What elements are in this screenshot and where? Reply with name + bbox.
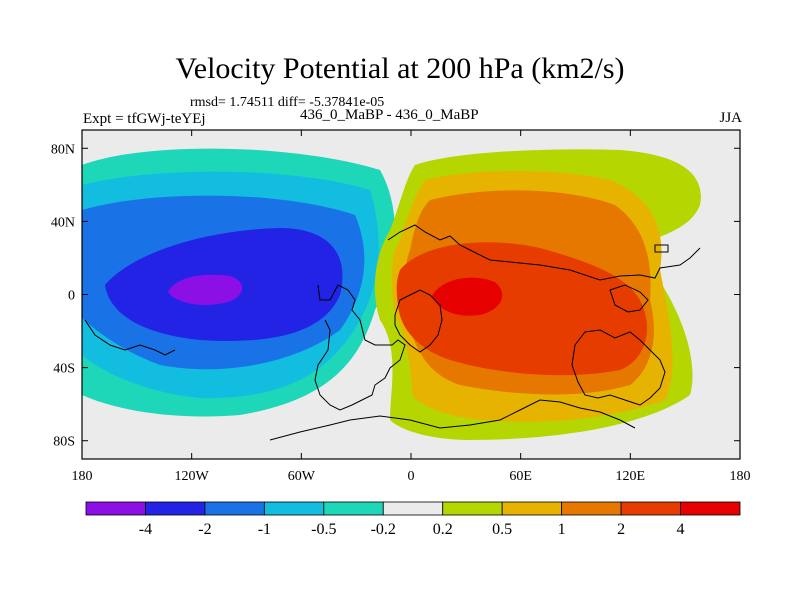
colorbar-label-2: -1	[258, 521, 271, 538]
y-tick-label-0: 80N	[51, 142, 75, 157]
map-title: Velocity Potential at 200 hPa (km2/s)	[175, 52, 625, 85]
coastline-pacific-islands	[84, 319, 176, 356]
colorbar-label-8: 2	[617, 521, 625, 538]
colorbar: -4 -2 -1 -0.5 -0.2 0.2 0.5 1 2 4	[85, 501, 741, 538]
colorbar-label-0: -4	[139, 521, 152, 538]
y-tick-label-2: 0	[68, 289, 75, 304]
experiment-label: Expt = tfGWj-teYEj	[83, 111, 206, 127]
coastlines	[84, 224, 701, 441]
stats-text: rmsd= 1.74511 diff= -5.37841e-05	[190, 95, 385, 110]
coastline-antarctica	[269, 399, 636, 441]
colorbar-label-3: -0.5	[311, 521, 336, 538]
x-tick-label-4: 60E	[509, 469, 532, 484]
colorbar-box-2	[204, 501, 265, 516]
x-tick-label-5: 120E	[616, 469, 646, 484]
colorbar-box-3	[263, 501, 325, 516]
coastline-indonesia	[609, 284, 649, 313]
contour-neg-4	[168, 274, 243, 305]
x-tick-label-3: 0	[408, 469, 415, 484]
colorbar-box-5	[382, 501, 444, 516]
colorbar-box-10	[680, 501, 741, 516]
y-tick-label-1: 40N	[51, 215, 75, 230]
x-tick-label-6: 180	[730, 469, 751, 484]
coastline-africa	[394, 289, 443, 353]
colorbar-box-6	[442, 501, 503, 516]
colorbar-label-9: 4	[677, 521, 685, 538]
y-tick-label-4: 80S	[53, 435, 75, 450]
colorbar-box-9	[620, 501, 681, 516]
field-layer	[82, 130, 740, 459]
y-axis: 80N 40N 0 40S 80S	[51, 142, 740, 450]
contour-pos-4	[432, 277, 503, 316]
y-tick-label-3: 40S	[53, 362, 75, 377]
colorbar-box-1	[145, 501, 206, 516]
x-tick-label-0: 180	[72, 469, 93, 484]
colorbar-label-7: 1	[558, 521, 566, 538]
coastline-north	[654, 244, 669, 253]
colorbar-box-4	[323, 501, 384, 516]
case-diff-label: 436_0_MaBP - 436_0_MaBP	[300, 107, 479, 123]
season-label: JJA	[719, 110, 742, 126]
colorbar-label-1: -2	[198, 521, 211, 538]
colorbar-box-8	[561, 501, 622, 516]
colorbar-label-4: -0.2	[371, 521, 396, 538]
coastline-europe-asia	[387, 224, 701, 281]
colorbar-label-6: 0.5	[492, 521, 512, 538]
x-tick-label-2: 60W	[288, 469, 316, 484]
colorbar-box-0	[85, 501, 146, 516]
coastline-americas	[314, 284, 406, 411]
colorbar-box-7	[501, 501, 563, 516]
x-tick-label-1: 120W	[175, 469, 210, 484]
x-axis: 180 120W 60W 0 60E 120E 180	[72, 130, 751, 484]
coastline-australia	[571, 329, 666, 406]
colorbar-label-5: 0.2	[433, 521, 453, 538]
contour-pos-2	[396, 242, 648, 376]
